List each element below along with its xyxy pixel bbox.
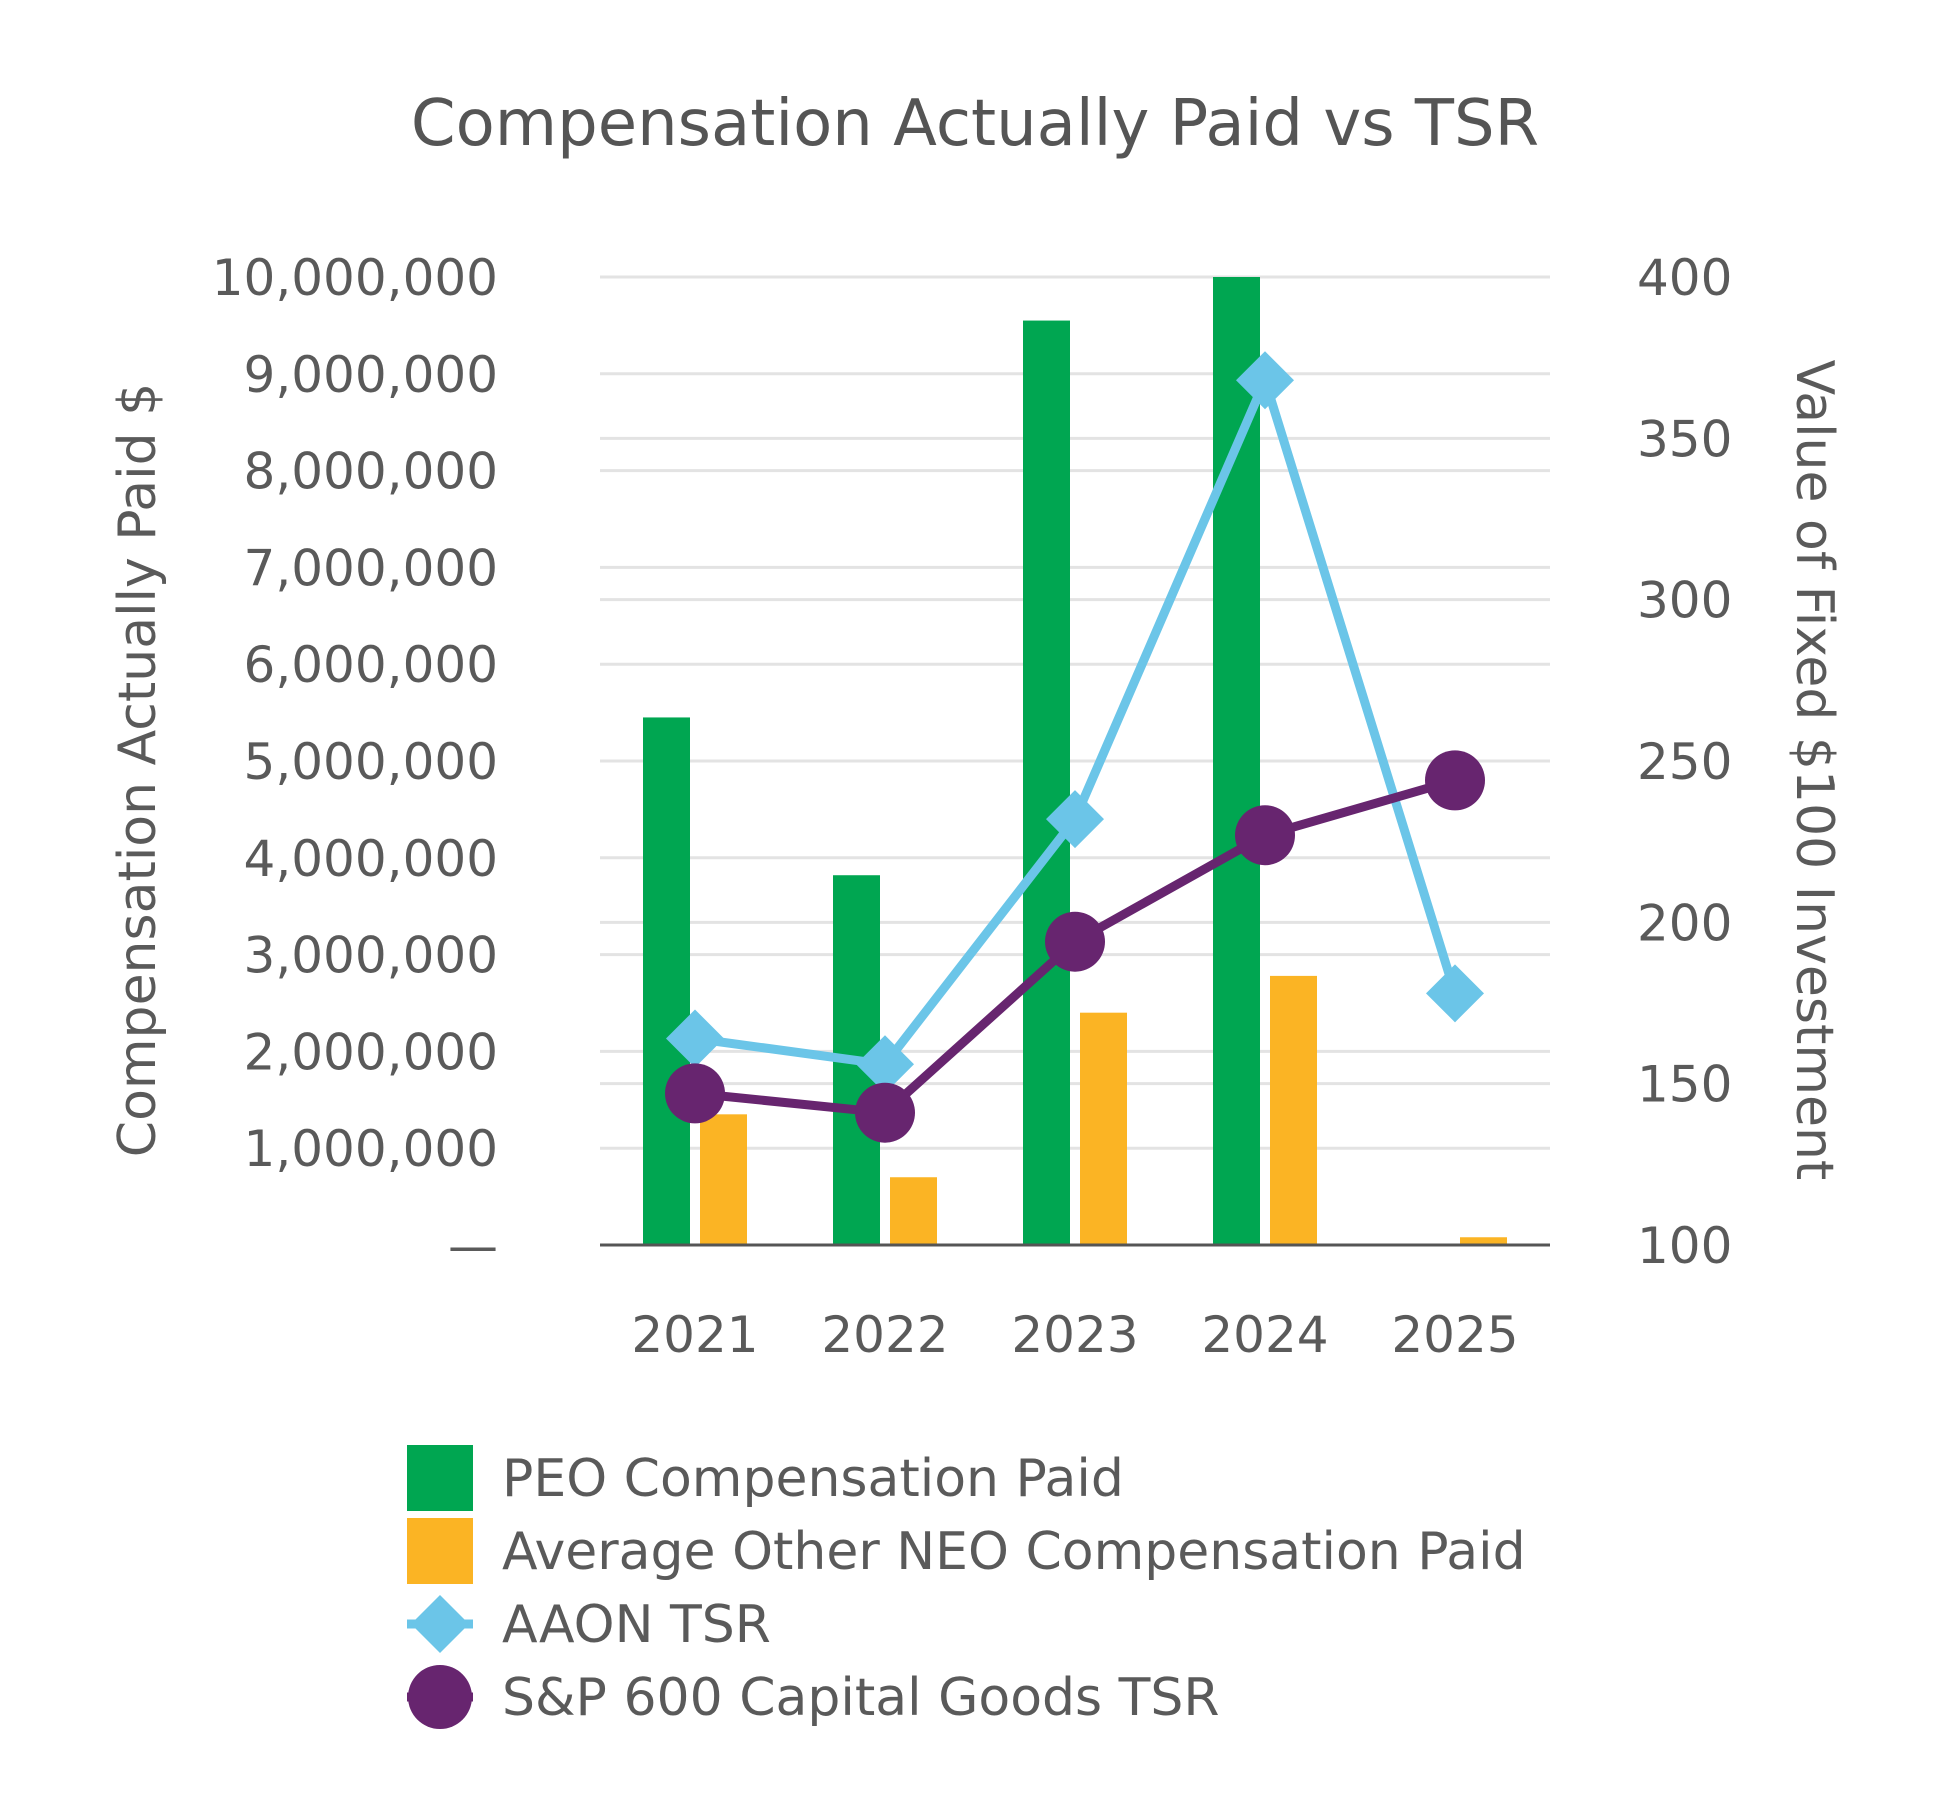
gridlines [600, 275, 1550, 1150]
chart-title: Compensation Actually Paid vs TSR [411, 87, 1539, 161]
bar-average-other-neo-compensation-paid-2024 [1270, 975, 1317, 1245]
bar-peo-compensation-paid-2024 [1213, 277, 1260, 1245]
x-tick-label: 2022 [821, 1306, 948, 1364]
legend-marker-aaon-tsr [411, 1595, 469, 1653]
left-tick-label: 3,000,000 [244, 927, 498, 985]
left-tick-label: 7,000,000 [244, 539, 498, 597]
left-axis-ticks: — 1,000,000 2,000,000 3,000,000 4,000,000 5,0… [212, 249, 498, 1275]
legend-label-average-other-neo-compensation-paid: Average Other NEO Compensation Paid [502, 1522, 1526, 1582]
right-tick-label: 150 [1637, 1056, 1732, 1114]
marker-aaon-tsr-2024 [1236, 351, 1294, 410]
x-axis-ticks: 2021 2022 2023 2024 2025 [631, 1306, 1518, 1364]
left-tick-label: — [448, 1217, 498, 1275]
legend-label-peo-compensation-paid: PEO Compensation Paid [502, 1449, 1124, 1509]
x-tick-label: 2021 [631, 1306, 758, 1364]
right-tick-label: 350 [1637, 410, 1732, 468]
bar-peo-compensation-paid-2023 [1023, 320, 1070, 1245]
marker-s-p-600-capital-goods-tsr-2025 [1425, 750, 1485, 811]
legend-marker-s-p-600-capital-goods-tsr [408, 1665, 472, 1729]
right-axis-ticks: 100 150 200 250 300 350 400 [1637, 249, 1732, 1275]
left-tick-label: 8,000,000 [244, 443, 498, 501]
right-axis-title: Value of Fixed $100 Investment [1784, 360, 1844, 1181]
legend-swatch-peo-compensation-paid [407, 1445, 473, 1511]
legend: PEO Compensation Paid Average Other NEO C… [407, 1445, 1526, 1729]
left-axis-title: Compensation Actually Paid $ [108, 383, 168, 1157]
x-tick-label: 2024 [1201, 1306, 1328, 1364]
marker-aaon-tsr-2025 [1426, 964, 1484, 1023]
right-tick-label: 200 [1637, 894, 1732, 952]
bar-average-other-neo-compensation-paid-2021 [700, 1114, 747, 1245]
x-tick-label: 2023 [1011, 1306, 1138, 1364]
legend-label-s-p-600-capital-goods-tsr: S&P 600 Capital Goods TSR [502, 1668, 1220, 1728]
legend-label-aaon-tsr: AAON TSR [502, 1595, 771, 1655]
marker-s-p-600-capital-goods-tsr-2022 [855, 1082, 915, 1143]
x-tick-label: 2025 [1391, 1306, 1518, 1364]
right-tick-label: 400 [1637, 249, 1732, 307]
left-tick-label: 5,000,000 [244, 733, 498, 791]
left-tick-label: 10,000,000 [212, 249, 498, 307]
left-tick-label: 1,000,000 [244, 1120, 498, 1178]
left-tick-label: 6,000,000 [244, 636, 498, 694]
left-tick-label: 2,000,000 [244, 1023, 498, 1081]
right-tick-label: 300 [1637, 572, 1732, 630]
marker-s-p-600-capital-goods-tsr-2024 [1235, 805, 1295, 866]
marker-aaon-tsr-2022 [856, 1035, 914, 1094]
marker-aaon-tsr-2021 [666, 1009, 724, 1068]
bar-peo-compensation-paid-2021 [643, 717, 690, 1245]
bar-average-other-neo-compensation-paid-2025 [1460, 1237, 1507, 1245]
marker-s-p-600-capital-goods-tsr-2023 [1045, 911, 1105, 972]
right-tick-label: 100 [1637, 1217, 1732, 1275]
marker-s-p-600-capital-goods-tsr-2021 [665, 1063, 725, 1124]
line-series [665, 351, 1485, 1143]
bar-average-other-neo-compensation-paid-2023 [1080, 1012, 1127, 1245]
left-tick-label: 9,000,000 [244, 346, 498, 404]
bar-average-other-neo-compensation-paid-2022 [890, 1177, 937, 1245]
right-tick-label: 250 [1637, 733, 1732, 791]
legend-swatch-average-other-neo-compensation-paid [407, 1518, 473, 1584]
left-tick-label: 4,000,000 [244, 830, 498, 888]
marker-aaon-tsr-2023 [1046, 790, 1104, 849]
